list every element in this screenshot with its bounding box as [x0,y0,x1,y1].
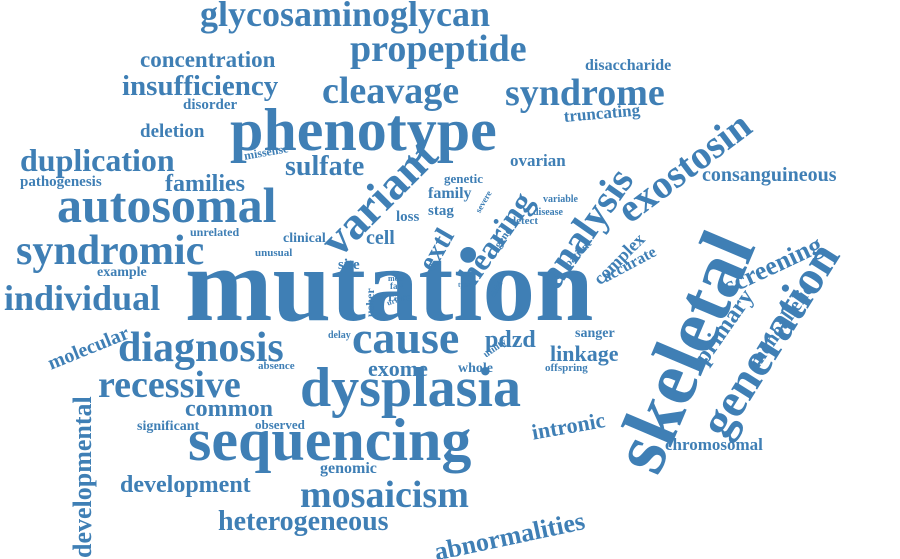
cloud-word: unrelated [190,225,240,239]
cloud-word: intronic [529,407,608,445]
cloud-word: glycosaminoglycan [200,0,491,34]
cloud-word: concentration [140,47,276,72]
cloud-word: insufficiency [122,70,279,102]
cloud-word: duplication [20,142,175,178]
cloud-word: families [165,171,245,197]
cloud-word: fast [390,281,404,291]
cloud-word: phenotype [230,97,497,163]
cloud-word: ovarian [510,151,566,170]
cloud-word: loss [396,209,420,225]
cloud-word: syndromic [16,228,205,274]
cloud-word: sulfate [285,151,365,182]
cloud-word: disaccharide [585,57,672,74]
cloud-word: family [428,185,472,202]
cloud-word: rare [388,289,412,304]
cloud-word: cell [366,227,395,249]
cloud-word: most [388,274,405,283]
cloud-word: absence [258,360,295,372]
cloud-word: unusual [255,247,293,259]
cloud-word: consanguineous [702,164,837,186]
cloud-word: common [185,396,273,422]
cloud-word: variable [543,194,578,205]
cloud-word: detect [510,215,539,227]
cloud-word: propeptide [350,28,527,70]
cloud-word: syndrome [505,72,665,114]
cloud-word: sanger [575,326,615,341]
cloud-word: diagnosis [118,325,284,371]
cloud-word: deletion [140,121,205,142]
cloud-word: site [338,257,360,273]
cloud-word: autosomal [57,177,277,233]
cloud-word: offspring [545,362,588,374]
cloud-word: pathogenesis [20,174,102,190]
cloud-word: clinical [283,231,326,246]
cloud-word: heterogeneous [218,506,389,537]
cloud-word: delay [328,330,351,341]
cloud-word: pdzd [485,327,536,353]
cloud-word: severe [473,188,494,215]
cloud-word: disorder [183,97,238,113]
cloud-word: exome [368,356,428,381]
cloud-word: genetic [444,171,483,186]
cloud-word: usher [363,288,377,317]
cloud-word: cause [352,312,460,363]
cloud-word: development [120,472,251,498]
cloud-word: example [97,265,147,280]
cloud-word: genomic [320,460,377,477]
cloud-word: chromosomal [665,435,763,454]
cloud-word: whole [458,361,493,376]
cloud-word: significant [137,419,200,434]
cloud-word: disease [533,207,563,218]
cloud-word: linkage [550,341,619,366]
cloud-word: observed [255,417,305,432]
cloud-word: recessive [98,364,241,406]
cloud-word: sequencing [188,407,472,473]
cloud-word: type [458,281,471,289]
cloud-word: stag [428,203,454,219]
cloud-word: individual [4,278,161,318]
cloud-word: mosaicism [300,474,469,516]
cloud-word: cleavage [322,70,460,112]
cloud-word: mutation [185,226,594,343]
cloud-word: developmental [68,396,97,558]
cloud-word: dysplasia [300,357,521,419]
